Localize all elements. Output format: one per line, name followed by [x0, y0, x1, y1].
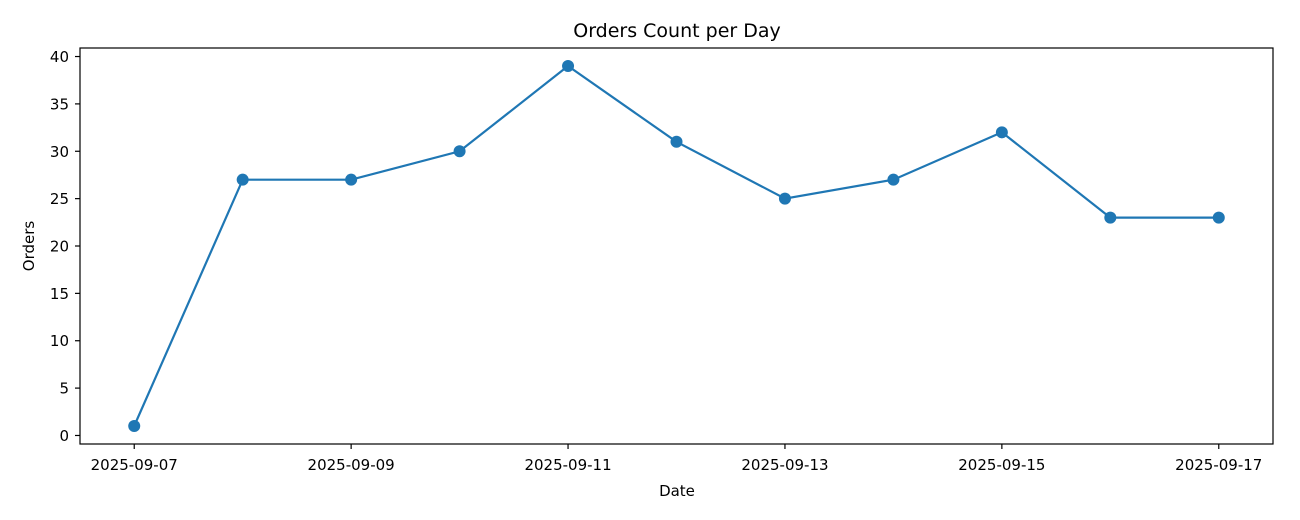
x-tick-label: 2025-09-07 [91, 456, 178, 474]
data-point [778, 192, 791, 205]
x-axis-label: Date [659, 482, 695, 500]
data-point [128, 420, 141, 432]
y-tick-label: 20 [50, 238, 69, 256]
y-tick-label: 0 [59, 427, 69, 445]
y-tick-label: 25 [50, 190, 69, 208]
data-point [562, 60, 575, 72]
y-tick-label: 15 [50, 285, 69, 303]
data-point [670, 135, 683, 148]
y-tick-label: 40 [50, 48, 69, 66]
chart-title: Orders Count per Day [573, 20, 781, 42]
y-axis: 0 5 10 15 20 25 30 35 40 [50, 48, 80, 445]
x-tick-label: 2025-09-13 [741, 456, 828, 474]
data-point [887, 173, 900, 186]
data-point [1104, 211, 1117, 224]
data-point [236, 173, 249, 186]
x-axis: 2025-09-07 2025-09-09 2025-09-11 2025-09-13… [91, 444, 1262, 474]
x-tick-label: 2025-09-11 [524, 456, 611, 474]
plot-frame [79, 47, 1274, 445]
series-line [133, 64, 1219, 427]
y-tick-label: 10 [50, 332, 69, 350]
x-tick-label: 2025-09-15 [958, 456, 1045, 474]
x-tick-label: 2025-09-09 [308, 456, 395, 474]
data-point [1212, 211, 1225, 224]
series-orders [128, 60, 1225, 432]
y-tick-label: 30 [50, 143, 69, 161]
data-point [453, 145, 466, 158]
y-tick-label: 5 [59, 380, 69, 398]
data-point [345, 173, 358, 186]
y-tick-label: 35 [50, 95, 69, 113]
x-tick-label: 2025-09-17 [1175, 456, 1262, 474]
y-axis-label: Orders [20, 221, 38, 272]
data-point [995, 126, 1008, 139]
